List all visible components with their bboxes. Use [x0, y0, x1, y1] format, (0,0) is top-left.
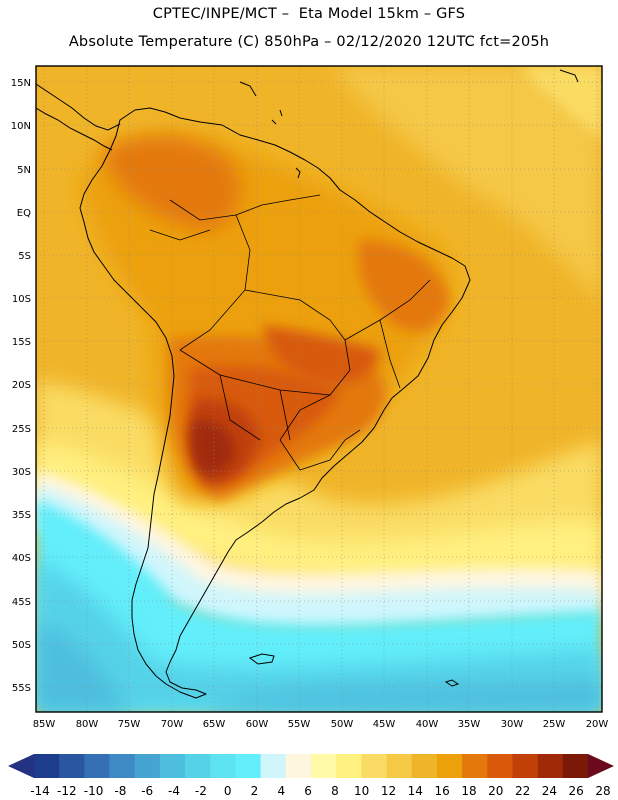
central-america-coastline [36, 83, 121, 151]
lat-label: 30S [12, 467, 31, 478]
lon-label: 85W [33, 719, 56, 730]
lat-label: 5N [17, 165, 31, 176]
map-title-variable: Absolute Temperature (C) 850hPa – 02/12/… [68, 34, 550, 50]
colorbar-tick-label: 24 [542, 784, 557, 798]
colorbar-tick-label: 6 [304, 784, 312, 798]
lat-label: 40S [12, 553, 31, 564]
colorbar-swatch [185, 754, 211, 778]
colorbar-swatch [34, 754, 60, 778]
lon-label: 45W [373, 719, 396, 730]
colorbar-labels: -14 -12 -10 -8 -6 -4 -2 0 2 4 6 8 10 12 14 16 18 20 22 24 26… [30, 784, 610, 798]
lon-label: 35W [458, 719, 481, 730]
colorbar-tick-label: 14 [408, 784, 423, 798]
falkland-islands [248, 653, 275, 665]
colorbar-swatch [562, 754, 589, 778]
lat-label: 5S [18, 251, 31, 262]
south-georgia [444, 679, 460, 687]
colorbar-swatch [109, 754, 136, 778]
lon-label: 20W [586, 719, 609, 730]
south-america-coastline [79, 107, 471, 699]
colorbar-swatch [159, 754, 186, 778]
lon-label: 70W [161, 719, 184, 730]
colorbar-tick-label: 22 [515, 784, 530, 798]
map-title-model: CPTEC/INPE/MCT – Eta Model 15km – GFS [152, 6, 466, 22]
lat-label: 15S [12, 337, 31, 348]
colorbar-tick-label: 18 [461, 784, 476, 798]
colorbar-tick-label: -2 [195, 784, 207, 798]
colorbar-swatch [411, 754, 438, 778]
colorbar-tick-label: -14 [30, 784, 50, 798]
lat-label: 45S [12, 597, 31, 608]
colorbar-swatch [84, 754, 110, 778]
colorbar-high-arrow [588, 754, 614, 778]
lon-label: 65W [203, 719, 226, 730]
lat-label: 10N [11, 121, 31, 132]
colorbar-swatch [59, 754, 85, 778]
colorbar-tick-label: -6 [141, 784, 153, 798]
colorbar-tick-label: -12 [57, 784, 77, 798]
colorbar-swatch [285, 754, 312, 778]
colorbar-tick-label: 20 [488, 784, 503, 798]
temperature-field [36, 66, 602, 712]
colorbar-swatch [512, 754, 538, 778]
colorbar-swatch [235, 754, 261, 778]
colorbar-tick-label: -10 [84, 784, 104, 798]
lon-label: 50W [331, 719, 354, 730]
lon-label: 60W [246, 719, 269, 730]
colorbar-swatch [311, 754, 337, 778]
colorbar-swatch [361, 754, 387, 778]
lon-label: 25W [543, 719, 566, 730]
colorbar-swatch [210, 754, 236, 778]
lat-label: 50S [12, 640, 31, 651]
colorbar-tick-label: 26 [569, 784, 584, 798]
colorbar-tick-label: -8 [114, 784, 126, 798]
lat-label: EQ [17, 208, 31, 219]
colorbar-swatch [462, 754, 488, 778]
colorbar-tick-label: 28 [595, 784, 610, 798]
lat-label: 20S [12, 380, 31, 391]
lon-label: 55W [288, 719, 311, 730]
colorbar-tick-label: 16 [434, 784, 449, 798]
colorbar-swatch [436, 754, 463, 778]
lon-label: 75W [118, 719, 141, 730]
colorbar: -14 -12 -10 -8 -6 -4 -2 0 2 4 6 8 10 12 14 16 18 20 22 24 26… [8, 754, 614, 798]
colorbar-tick-label: 8 [331, 784, 339, 798]
colorbar-swatch [134, 754, 161, 778]
colorbar-tick-label: 10 [354, 784, 369, 798]
colorbar-swatch [537, 754, 564, 778]
colorbar-swatch [260, 754, 287, 778]
colorbar-tick-label: 0 [224, 784, 232, 798]
colorbar-swatch [487, 754, 513, 778]
lat-label: 55S [12, 683, 31, 694]
map-frame [35, 65, 603, 713]
colorbar-tick-label: 12 [381, 784, 396, 798]
lat-label: 10S [12, 294, 31, 305]
colorbar-tick-label: 2 [251, 784, 259, 798]
temperature-map: 15N 10N 5N EQ 5S 10S 15S 20S 25S 30S 35S… [11, 65, 609, 730]
latitude-axis: 15N 10N 5N EQ 5S 10S 15S 20S 25S 30S 35S… [11, 78, 31, 694]
colorbar-swatch [336, 754, 362, 778]
colorbar-boxes [34, 754, 589, 778]
lon-label: 80W [76, 719, 99, 730]
lon-label: 30W [501, 719, 524, 730]
lat-label: 25S [12, 424, 31, 435]
colorbar-tick-label: 4 [277, 784, 285, 798]
lon-label: 40W [416, 719, 439, 730]
colorbar-tick-label: -4 [168, 784, 180, 798]
longitude-axis: 85W 80W 75W 70W 65W 60W 55W 50W 45W 40W … [33, 719, 609, 730]
caribbean-islands [239, 69, 579, 179]
colorbar-low-arrow [8, 754, 34, 778]
lat-label: 15N [11, 78, 31, 89]
country-boundaries [149, 194, 431, 471]
colorbar-swatch [386, 754, 413, 778]
lat-label: 35S [12, 510, 31, 521]
